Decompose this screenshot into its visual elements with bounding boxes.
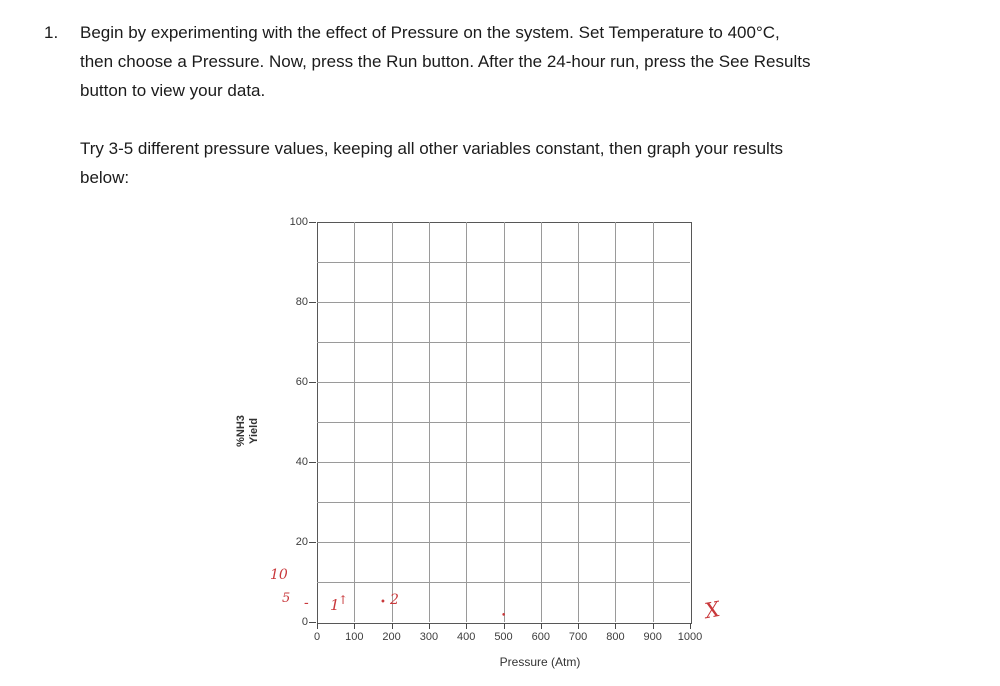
- gridline-horizontal: [317, 262, 690, 263]
- handwritten-mark: 10: [270, 567, 288, 583]
- y-tick-label: 100: [289, 216, 308, 228]
- question-number: 1.: [44, 23, 59, 42]
- gridline-horizontal: [317, 462, 690, 463]
- x-tick-label: 0: [313, 631, 321, 643]
- x-tick-mark: [503, 623, 505, 629]
- x-tick-label: 1000: [677, 631, 703, 643]
- x-tick-label: 100: [345, 631, 364, 643]
- y-tick-label: 20: [295, 536, 308, 548]
- plot-area: [317, 222, 692, 624]
- y-axis-title-line2: Yield: [248, 418, 260, 444]
- gridline-horizontal: [317, 342, 690, 343]
- x-tick-label: 200: [382, 631, 401, 643]
- text-line: below:: [80, 168, 130, 187]
- handwritten-mark: 5: [282, 591, 291, 606]
- x-tick-mark: [317, 623, 318, 629]
- y-tick-label: 80: [295, 296, 308, 308]
- gridline-horizontal: [317, 422, 690, 423]
- x-tick-label: 300: [419, 631, 439, 643]
- y-axis-title-line1: %NH3: [235, 415, 247, 447]
- gridline-horizontal: [317, 582, 690, 583]
- y-tick-label: 0: [301, 616, 308, 628]
- x-tick-label: 900: [643, 631, 662, 643]
- gridline-horizontal: [317, 302, 690, 303]
- x-tick-label: 800: [606, 631, 625, 643]
- text-line: Try 3-5 different pressure values, keepi…: [80, 139, 784, 158]
- x-tick-mark: [354, 623, 356, 629]
- x-tick-mark: [391, 623, 393, 629]
- x-tick-mark: [466, 623, 468, 629]
- y-tick-label: 40: [295, 456, 308, 468]
- x-tick-mark: [428, 623, 430, 629]
- y-tick-mark: [309, 382, 316, 383]
- x-axis-title: Pressure (Atm): [499, 655, 581, 669]
- y-tick-label: 60: [295, 376, 308, 388]
- x-tick-mark: [540, 623, 542, 629]
- handwritten-mark: -: [304, 595, 309, 611]
- instruction-paragraph-2: Try 3-5 different pressure values, keepi…: [80, 134, 783, 192]
- x-tick-mark: [652, 623, 654, 629]
- x-tick-label: 700: [568, 631, 588, 643]
- y-tick-mark: [309, 542, 316, 543]
- y-axis-title: %NH3 Yield: [235, 391, 265, 471]
- handwritten-mark: X: [702, 596, 722, 624]
- y-tick-mark: [309, 222, 316, 223]
- gridline-horizontal: [317, 382, 690, 383]
- instruction-paragraph-1: Begin by experimenting with the effect o…: [80, 18, 810, 105]
- y-tick-mark: [309, 622, 316, 623]
- gridline-horizontal: [317, 502, 690, 503]
- x-tick-label: 400: [457, 631, 476, 643]
- x-tick-label: 500: [494, 631, 513, 643]
- text-line: Begin by experimenting with the effect o…: [80, 23, 780, 42]
- text-line: button to view your data.: [80, 81, 266, 100]
- x-tick-mark: [615, 623, 617, 629]
- x-tick-label: 600: [531, 631, 550, 643]
- text-line: then choose a Pressure. Now, press the R…: [80, 52, 811, 71]
- x-tick-mark: [578, 623, 580, 629]
- x-tick-mark: [690, 623, 691, 629]
- y-tick-mark: [309, 302, 316, 303]
- gridline-horizontal: [317, 542, 690, 543]
- y-tick-mark: [309, 462, 316, 463]
